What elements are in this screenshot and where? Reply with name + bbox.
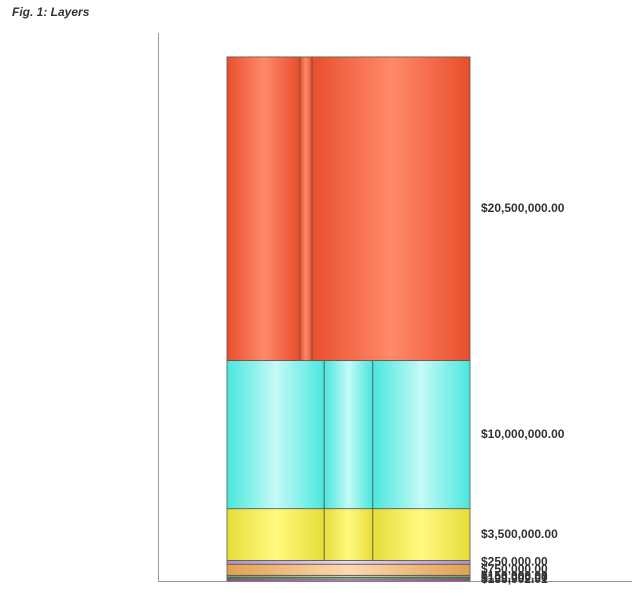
layer-label: $100,000.00 <box>481 570 548 584</box>
layer-label: $150,000.00 <box>481 569 548 583</box>
layer-segment <box>226 563 471 576</box>
layer-segment <box>311 56 471 361</box>
layer-segment <box>226 560 471 565</box>
layer-label: $750,000.00 <box>481 562 548 576</box>
layer-segment <box>226 360 325 510</box>
layer-segment <box>299 56 313 361</box>
layer-label: $3,500,000.00 <box>481 527 558 541</box>
layer-label: $20,500,000.00 <box>481 201 565 215</box>
layer-segment <box>226 56 301 361</box>
layer-segment <box>323 508 374 561</box>
layer-segment <box>372 508 471 561</box>
layer-label: $10,000,000.00 <box>481 427 565 441</box>
layer-label: $250,000.00 <box>481 555 548 569</box>
layer-segment <box>323 360 374 510</box>
layer-segment <box>226 508 325 561</box>
layer-segment <box>372 360 471 510</box>
chart-title: Fig. 1: Layers <box>12 5 90 19</box>
layer-label: $133,902.01 <box>481 572 548 586</box>
